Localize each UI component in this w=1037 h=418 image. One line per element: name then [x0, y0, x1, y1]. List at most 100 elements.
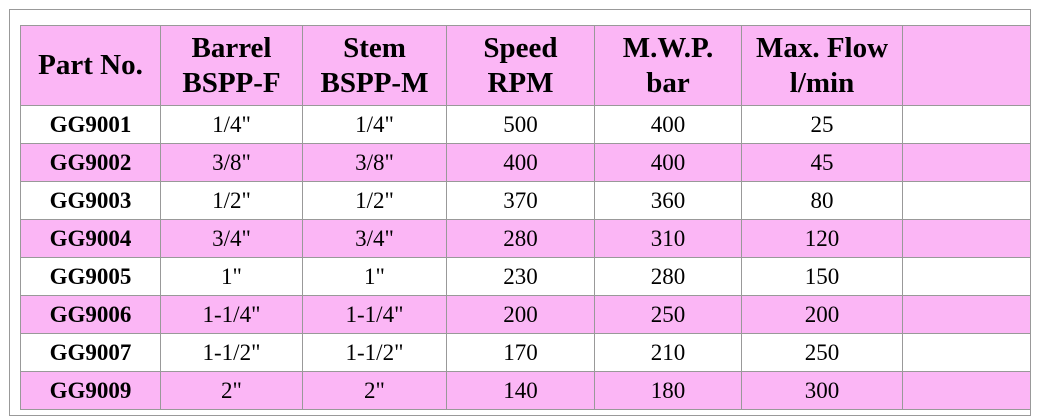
table-cell — [902, 181, 1031, 220]
cell-text: 1/4" — [355, 111, 394, 137]
table-cell: 250 — [741, 333, 903, 372]
table-cell: 120 — [741, 219, 903, 258]
table-cell: 2" — [302, 371, 447, 410]
cell-text: 310 — [650, 225, 686, 251]
table-cell: 2" — [160, 371, 303, 410]
part-number: GG9006 — [20, 295, 161, 334]
cell-text: 3/8" — [212, 149, 251, 175]
cell-text: 200 — [804, 301, 840, 327]
header-cell — [902, 25, 1031, 106]
cell-text: 250 — [650, 301, 686, 327]
table-cell: 300 — [741, 371, 903, 410]
table-cell — [902, 371, 1031, 410]
cell-text: 1/4" — [212, 111, 251, 137]
cell-text: 1-1/4" — [202, 301, 261, 327]
table-cell: 200 — [446, 295, 595, 334]
header-cell: Max. Flow l/min — [741, 25, 903, 106]
table-cell: 1/4" — [302, 105, 447, 144]
table-cell: 3/4" — [302, 219, 447, 258]
spec-table: Part No. Barrel BSPP-F Stem BSPP-M Speed RPM M.… — [20, 25, 1031, 410]
part-number: GG9005 — [20, 257, 161, 296]
header-text: l/min — [789, 66, 855, 99]
cell-text: 1-1/2" — [345, 339, 404, 365]
table-cell: 230 — [446, 257, 595, 296]
cell-text: 3/4" — [212, 225, 251, 251]
header-text: M.W.P. — [622, 31, 714, 64]
table-cell: 360 — [594, 181, 742, 220]
cell-text: 300 — [804, 377, 840, 403]
cell-text: 170 — [503, 339, 538, 365]
part-number: GG9007 — [20, 333, 161, 372]
cell-text: 3/8" — [355, 149, 394, 175]
table-cell: 210 — [594, 333, 742, 372]
cell-text: 280 — [503, 225, 538, 251]
table-row: GG9007 1-1/2" 1-1/2" 170 210 250 — [20, 333, 1031, 372]
table-row: GG9004 3/4" 3/4" 280 310 120 — [20, 219, 1031, 258]
cell-text: 45 — [810, 149, 834, 175]
header-text: Stem — [343, 31, 406, 64]
header-cell: Barrel BSPP-F — [160, 25, 303, 106]
header-text: Max. Flow — [755, 31, 889, 64]
table-cell: 1-1/2" — [160, 333, 303, 372]
cell-text: 140 — [503, 377, 538, 403]
table-cell: 3/8" — [302, 143, 447, 182]
table-cell: 1/2" — [302, 181, 447, 220]
cell-text: 1-1/4" — [345, 301, 404, 327]
table-cell: 1/4" — [160, 105, 303, 144]
table-row: GG9002 3/8" 3/8" 400 400 45 — [20, 143, 1031, 182]
table-cell: 45 — [741, 143, 903, 182]
cell-text: 400 — [503, 149, 538, 175]
table-cell: 150 — [741, 257, 903, 296]
cell-text: 250 — [804, 339, 840, 365]
table-row: GG9009 2" 2" 140 180 300 — [20, 371, 1031, 410]
cell-text: 150 — [804, 263, 840, 289]
part-number: GG9003 — [20, 181, 161, 220]
table-cell: 180 — [594, 371, 742, 410]
cell-text: 1" — [364, 263, 385, 289]
cell-text: GG9007 — [49, 339, 132, 365]
table-row: GG9006 1-1/4" 1-1/4" 200 250 200 — [20, 295, 1031, 334]
header-row: Part No. Barrel BSPP-F Stem BSPP-M Speed RPM M.… — [20, 25, 1031, 106]
cell-text: 1/2" — [212, 187, 251, 213]
header-text: Part No. — [38, 49, 143, 81]
cell-text: 180 — [650, 377, 686, 403]
header-text: Speed — [483, 31, 558, 64]
table-cell: 1/2" — [160, 181, 303, 220]
table-cell: 170 — [446, 333, 595, 372]
table-cell — [902, 143, 1031, 182]
cell-text: 1/2" — [355, 187, 394, 213]
table-cell: 400 — [594, 143, 742, 182]
table-cell: 280 — [594, 257, 742, 296]
cell-text: 3/4" — [355, 225, 394, 251]
table-cell: 370 — [446, 181, 595, 220]
table-cell: 400 — [446, 143, 595, 182]
part-number: GG9009 — [20, 371, 161, 410]
table-cell: 250 — [594, 295, 742, 334]
header-text: BSPP-M — [320, 66, 429, 99]
cell-text: GG9002 — [49, 149, 132, 175]
cell-text: 2" — [364, 377, 385, 403]
table-cell: 310 — [594, 219, 742, 258]
cell-text: GG9006 — [49, 301, 132, 327]
table-cell — [902, 295, 1031, 334]
cell-text: GG9001 — [49, 111, 132, 137]
cell-text: GG9003 — [49, 187, 132, 213]
cell-text: 400 — [650, 149, 686, 175]
table-body: GG9001 1/4" 1/4" 500 400 25 GG9002 3/8" 3/8" 400 4… — [20, 105, 1031, 410]
table-cell: 3/4" — [160, 219, 303, 258]
cell-text: 2" — [221, 377, 242, 403]
table-cell — [902, 333, 1031, 372]
table-cell: 25 — [741, 105, 903, 144]
table-cell — [902, 105, 1031, 144]
table-cell: 1-1/4" — [160, 295, 303, 334]
cell-text: 400 — [650, 111, 686, 137]
cell-text: 500 — [503, 111, 538, 137]
table-cell — [902, 219, 1031, 258]
cell-text: 1" — [221, 263, 242, 289]
table-cell: 1" — [160, 257, 303, 296]
table-cell: 1" — [302, 257, 447, 296]
cell-text: 280 — [650, 263, 686, 289]
table-cell: 1-1/4" — [302, 295, 447, 334]
table-cell: 200 — [741, 295, 903, 334]
